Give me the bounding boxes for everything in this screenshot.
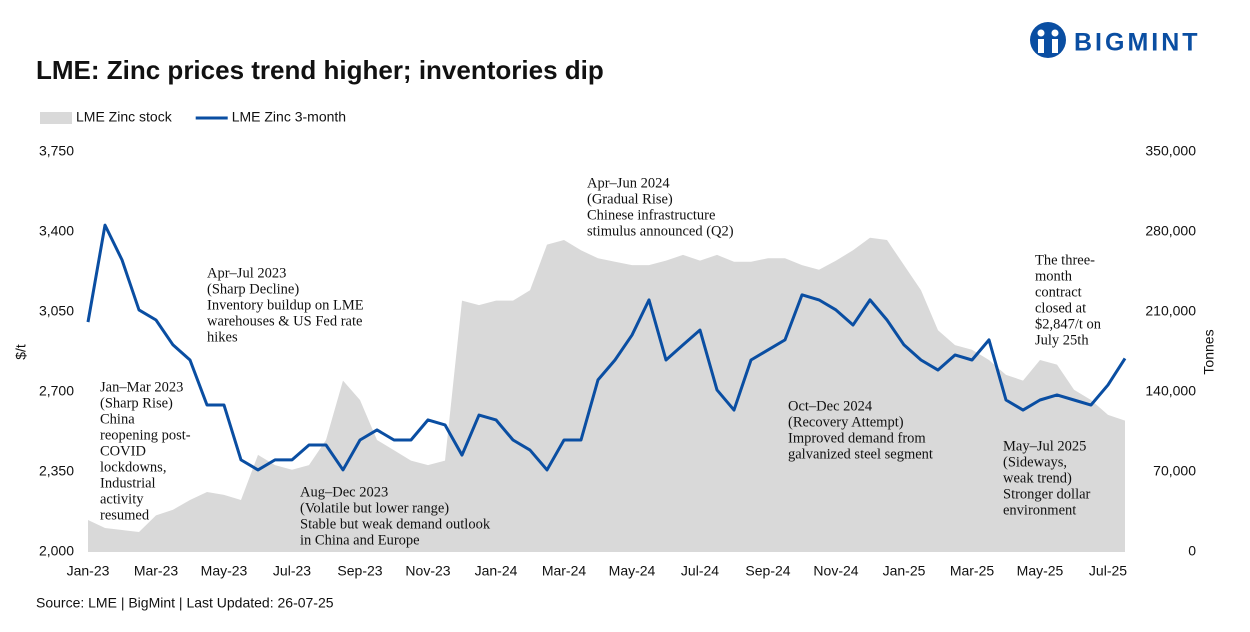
x-tick-label: Sep-24 [745, 563, 790, 579]
annotation: lockdowns, [100, 459, 166, 475]
x-tick-label: Mar-23 [134, 563, 179, 579]
y2-tick-label: 140,000 [1145, 383, 1196, 399]
annotation: (Gradual Rise) [587, 191, 673, 207]
x-tick-label: Mar-24 [542, 563, 587, 579]
annotation: Apr–Jun 2024 [587, 175, 670, 191]
annotation: Jan–Mar 2023 [100, 379, 183, 395]
logo-icon [1030, 22, 1066, 58]
annotation: Oct–Dec 2024 [788, 398, 873, 414]
y2-tick-label: 210,000 [1145, 303, 1196, 319]
y2-tick-label: 350,000 [1145, 143, 1196, 159]
y2-tick-label: 0 [1188, 543, 1196, 559]
annotation: weak trend) [1003, 470, 1072, 486]
logo: BIGMINT [1030, 22, 1201, 58]
annotation: (Sideways, [1003, 454, 1067, 470]
annotation: month [1035, 268, 1073, 284]
legend-label: LME Zinc stock [76, 109, 173, 125]
logo-icon [1051, 29, 1059, 37]
chart-title: LME: Zinc prices trend higher; inventori… [36, 55, 604, 85]
annotation: COVID [100, 443, 146, 459]
y-tick-label: 3,050 [39, 303, 74, 319]
y-tick-label: 2,350 [39, 463, 74, 479]
x-tick-label: Sep-23 [337, 563, 382, 579]
y-tick-label: 2,000 [39, 543, 74, 559]
x-tick-label: May-24 [609, 563, 656, 579]
annotation: (Recovery Attempt) [788, 414, 904, 430]
annotation: The three- [1035, 252, 1095, 268]
logo-icon [1037, 29, 1045, 37]
annotation: reopening post- [100, 427, 191, 443]
y2-tick-label: 70,000 [1153, 463, 1196, 479]
annotation: hikes [207, 329, 238, 345]
annotation: closed at [1035, 300, 1086, 316]
x-tick-label: Nov-23 [405, 563, 450, 579]
annotation: Industrial [100, 475, 156, 491]
annotation: contract [1035, 284, 1082, 300]
annotation: Stable but weak demand outlook [300, 516, 491, 532]
y2-tick-label: 280,000 [1145, 223, 1196, 239]
logo-text: BIGMINT [1074, 29, 1201, 57]
annotation: China [100, 411, 135, 427]
annotation: Improved demand from [788, 430, 926, 446]
x-tick-label: Jul-24 [681, 563, 719, 579]
legend-swatch [40, 112, 72, 124]
annotation: (Volatile but lower range) [300, 500, 449, 516]
stock-area [88, 237, 1125, 552]
y-tick-label: 2,700 [39, 383, 74, 399]
logo-icon [1052, 39, 1058, 53]
source-note: Source: LME | BigMint | Last Updated: 26… [36, 595, 334, 611]
y-axis-label: $/t [13, 344, 29, 360]
x-tick-label: Jul-25 [1089, 563, 1127, 579]
annotation: activity [100, 491, 144, 507]
annotation: May–Jul 2025 [1003, 438, 1086, 454]
annotation: Chinese infrastructure [587, 207, 715, 223]
annotation: in China and Europe [300, 532, 420, 548]
x-tick-label: Jan-24 [475, 563, 518, 579]
x-tick-label: Jan-25 [883, 563, 926, 579]
annotation: warehouses & US Fed rate [207, 313, 362, 329]
x-tick-label: Nov-24 [813, 563, 858, 579]
annotation: Inventory buildup on LME [207, 297, 364, 313]
annotation: resumed [100, 507, 150, 523]
annotation: galvanized steel segment [788, 446, 933, 462]
annotation: Aug–Dec 2023 [300, 484, 388, 500]
annotation: (Sharp Rise) [100, 395, 173, 411]
legend-label: LME Zinc 3-month [232, 109, 346, 125]
price-line [86, 223, 1127, 472]
annotation: (Sharp Decline) [207, 281, 299, 297]
annotation: $2,847/t on [1035, 316, 1102, 332]
x-tick-label: Mar-25 [950, 563, 995, 579]
annotation: July 25th [1035, 332, 1089, 348]
annotation: stimulus announced (Q2) [587, 223, 734, 239]
x-tick-label: May-23 [201, 563, 248, 579]
y-tick-label: 3,750 [39, 143, 74, 159]
annotation: environment [1003, 502, 1076, 518]
x-tick-label: May-25 [1017, 563, 1064, 579]
logo-icon [1038, 39, 1044, 53]
x-tick-label: Jul-23 [273, 563, 311, 579]
y2-axis-label: Tonnes [1201, 329, 1217, 374]
annotation: Stronger dollar [1003, 486, 1091, 502]
y-tick-label: 3,400 [39, 223, 74, 239]
x-tick-label: Jan-23 [67, 563, 110, 579]
annotation: Apr–Jul 2023 [207, 265, 286, 281]
